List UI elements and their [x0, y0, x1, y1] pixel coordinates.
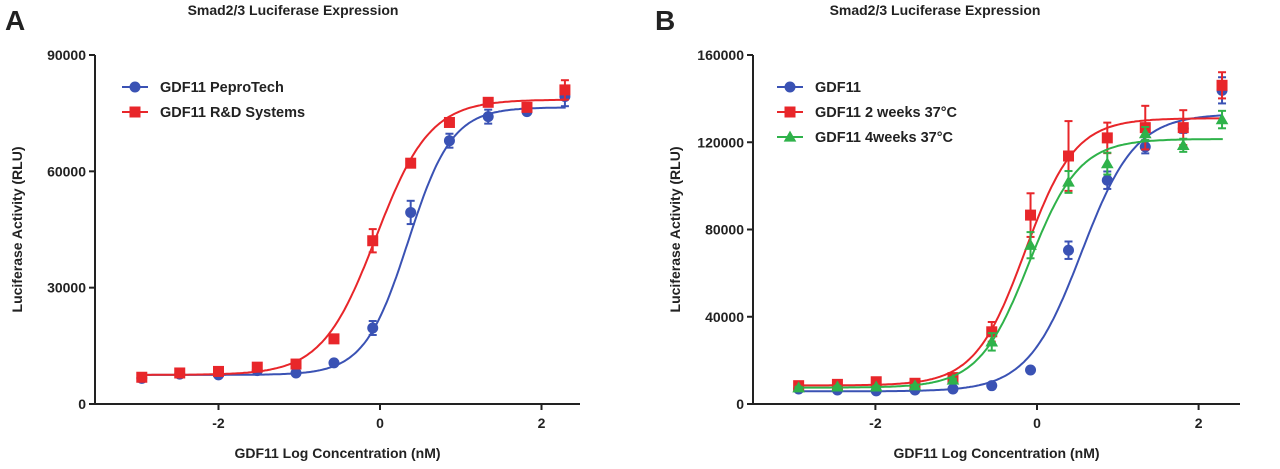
fit-curve	[794, 117, 1223, 387]
data-point	[831, 380, 844, 392]
y-tick-label: 30000	[47, 280, 86, 296]
data-point	[405, 206, 417, 218]
legend-entry: GDF11 PeproTech	[122, 80, 284, 96]
data-point	[1138, 127, 1152, 139]
data-point	[946, 373, 960, 385]
panel-b: B Smad2/3 Luciferase Expression 0 40000 8000…	[655, 2, 1240, 461]
data-point	[1216, 79, 1228, 91]
legend-marker	[784, 106, 796, 118]
legend-entry: GDF11 4weeks 37°C	[777, 130, 954, 146]
y-tick-label: 40000	[705, 309, 744, 325]
legend-entry: GDF11 2 weeks 37°C	[777, 105, 958, 121]
legend-marker	[784, 81, 796, 93]
data-point	[1063, 150, 1075, 162]
series-gdf11-peprotech	[136, 85, 571, 384]
y-tick-label: 80000	[705, 222, 744, 238]
data-point	[1062, 175, 1075, 187]
data-point	[443, 116, 455, 128]
data-point	[986, 380, 998, 392]
data-point	[136, 371, 148, 383]
x-tick-label: -2	[869, 415, 882, 431]
legend-label: GDF11 2 weeks 37°C	[815, 105, 958, 121]
data-point	[1024, 238, 1037, 250]
data-point	[559, 84, 571, 96]
y-tick-label: 160000	[697, 47, 744, 63]
data-point	[482, 96, 494, 108]
fit-curve	[794, 138, 1223, 389]
x-tick-label: 0	[1033, 415, 1041, 431]
data-point	[521, 101, 533, 113]
data-point	[1215, 113, 1229, 125]
y-tick-label: 0	[736, 396, 744, 412]
data-point	[1101, 174, 1113, 186]
y-tick-label: 120000	[697, 134, 744, 150]
data-point	[290, 358, 302, 370]
data-point	[985, 335, 999, 347]
data-point	[908, 379, 922, 391]
legend-entry: GDF11 R&D Systems	[122, 105, 305, 121]
data-point	[482, 111, 494, 123]
x-tick-label: 0	[376, 415, 384, 431]
data-point	[328, 357, 340, 369]
fit-curve	[137, 106, 566, 376]
legend-label: GDF11	[815, 80, 861, 96]
data-point	[986, 326, 998, 338]
data-point	[1100, 157, 1114, 169]
panel-label: A	[5, 5, 25, 36]
fit-curve	[794, 114, 1223, 393]
data-point	[947, 383, 959, 395]
series-gdf11	[793, 76, 1228, 397]
x-tick-label: 2	[1195, 415, 1203, 431]
x-tick-label: -2	[212, 415, 225, 431]
data-point	[869, 380, 883, 392]
data-point	[443, 135, 455, 147]
series-gdf11-4weeks-37-c	[792, 109, 1229, 393]
data-point	[405, 157, 417, 169]
legend-marker	[129, 81, 141, 93]
legend-label: GDF11 R&D Systems	[160, 105, 305, 121]
series-gdf11-r-d-systems	[136, 79, 571, 383]
legend-marker	[129, 106, 141, 118]
legend-marker	[783, 130, 797, 142]
data-point	[1176, 138, 1190, 150]
data-point	[290, 367, 302, 379]
panel-label: B	[655, 5, 675, 36]
data-point	[1063, 244, 1075, 256]
legend-label: GDF11 PeproTech	[160, 80, 284, 96]
data-point	[367, 235, 379, 247]
legend-entry: GDF11	[777, 80, 861, 96]
fit-curve	[137, 98, 566, 376]
data-point	[1101, 132, 1113, 144]
data-point	[213, 365, 224, 377]
x-axis-label: GDF11 Log Concentration (nM)	[234, 445, 440, 461]
data-point	[1177, 122, 1189, 134]
data-point	[792, 381, 805, 393]
y-axis-label: Luciferase Activity (RLU)	[9, 147, 25, 313]
x-axis-label: GDF11 Log Concentration (nM)	[893, 445, 1099, 461]
y-tick-label: 90000	[47, 47, 86, 63]
data-point	[1025, 209, 1037, 221]
data-point	[251, 361, 263, 373]
data-point	[328, 333, 340, 345]
x-tick-label: 2	[538, 415, 546, 431]
y-tick-label: 0	[78, 396, 86, 412]
legend-label: GDF11 4weeks 37°C	[815, 130, 954, 146]
chart-title: Smad2/3 Luciferase Expression	[188, 2, 399, 18]
y-tick-label: 60000	[47, 163, 86, 179]
data-point	[174, 367, 186, 379]
y-axis-label: Luciferase Activity (RLU)	[667, 147, 683, 313]
data-point	[1025, 364, 1037, 376]
panel-a: A Smad2/3 Luciferase Expression 0 30000 6000…	[5, 2, 580, 461]
chart-title: Smad2/3 Luciferase Expression	[830, 2, 1041, 18]
data-point	[367, 322, 379, 334]
